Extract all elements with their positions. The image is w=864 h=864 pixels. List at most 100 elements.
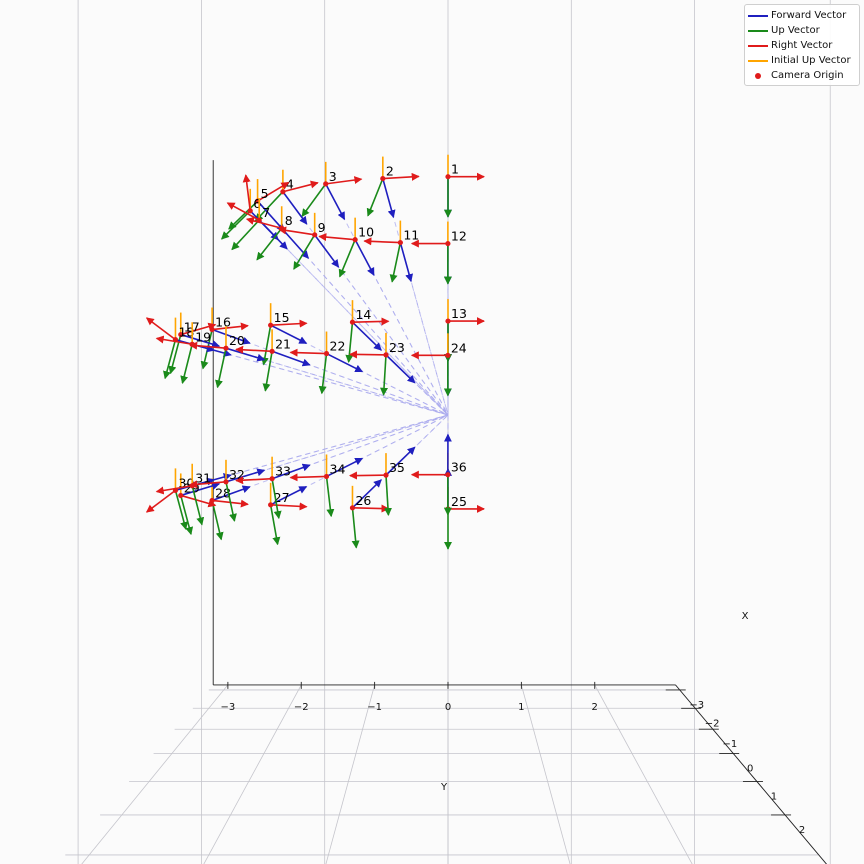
right-vector — [257, 181, 290, 202]
camera-origin — [397, 239, 403, 246]
up-vector — [225, 481, 237, 522]
forward-vector — [180, 333, 221, 348]
camera-origin — [445, 318, 451, 324]
x-axis-label: X — [742, 611, 749, 622]
camera-origin — [445, 352, 451, 358]
camera-origin — [445, 240, 451, 247]
camera-label: 5 — [261, 186, 269, 201]
up-vector — [174, 490, 188, 530]
camera-origin — [323, 181, 329, 187]
up-vector — [260, 325, 272, 366]
legend-item-camera-origin: Camera Origin — [745, 68, 859, 83]
camera-origin — [178, 331, 184, 338]
x-tick-label: 2 — [799, 825, 805, 836]
forward-vector — [271, 463, 311, 480]
right-vector — [289, 348, 327, 357]
up-vector — [221, 210, 251, 240]
camera-label: 8 — [285, 213, 293, 228]
camera-origin — [268, 502, 274, 508]
legend-item-forward: Forward Vector — [745, 8, 859, 23]
right-vector — [245, 217, 282, 230]
up-vector — [180, 344, 193, 385]
up-vector — [256, 227, 283, 261]
right-vector — [289, 473, 327, 482]
up-vector — [383, 475, 392, 517]
forward-vector — [225, 468, 266, 483]
camera-origin — [445, 174, 451, 180]
forward-vector — [211, 328, 251, 345]
camera-origin — [349, 319, 356, 325]
right-vector — [145, 317, 176, 341]
legend-label-up: Up Vector — [771, 25, 820, 36]
up-vector — [163, 339, 177, 380]
camera-origin — [269, 348, 275, 354]
right-vector — [352, 317, 390, 326]
y-axis-label: Y — [440, 782, 448, 793]
legend-label-initial-up: Initial Up Vector — [771, 55, 851, 66]
legend-item-right: Right Vector — [745, 38, 859, 53]
up-vector — [231, 219, 260, 251]
y-tick-label: −2 — [294, 702, 309, 713]
camera-label: 14 — [355, 307, 371, 322]
up-vector — [271, 478, 282, 520]
right-vector — [242, 174, 252, 211]
legend-label-right: Right Vector — [771, 40, 833, 51]
right-vector — [155, 335, 193, 346]
camera-label: 4 — [286, 177, 294, 192]
forward-vector — [325, 183, 346, 221]
camera-label: 22 — [330, 339, 346, 354]
forward-vector — [326, 352, 364, 373]
up-vector — [215, 348, 227, 389]
x-tick-label: −3 — [689, 700, 704, 711]
legend-label-forward: Forward Vector — [771, 10, 847, 21]
forward-vector — [326, 457, 364, 478]
right-vector — [145, 489, 176, 513]
floor-gridline — [325, 684, 376, 864]
up-vector — [191, 485, 205, 526]
camera-origin — [383, 472, 389, 478]
camera-label: 26 — [355, 493, 371, 508]
right-vector — [235, 476, 273, 485]
camera-origin — [352, 237, 358, 243]
legend-label-camera-origin: Camera Origin — [771, 70, 844, 81]
camera-label: 15 — [274, 310, 290, 325]
forward-vector — [225, 347, 266, 362]
camera-label: 20 — [229, 333, 245, 348]
y-tick-label: −3 — [221, 702, 236, 713]
right-vector — [180, 322, 217, 336]
forward-vector — [180, 482, 221, 497]
camera-origin — [349, 505, 356, 511]
right-vector — [352, 504, 390, 513]
camera-origin — [383, 352, 389, 358]
x-axis-line — [675, 684, 828, 864]
camera-label: 23 — [389, 340, 405, 355]
forward-vector — [351, 321, 382, 351]
y-tick-label: 0 — [445, 702, 451, 713]
camera-label: 16 — [215, 315, 231, 330]
camera-label: 13 — [451, 306, 467, 321]
forward-vector — [270, 324, 308, 344]
forward-vector — [271, 350, 311, 367]
camera-label: 6 — [253, 196, 261, 211]
floor-gridline — [594, 684, 693, 864]
right-vector — [155, 484, 193, 495]
up-vector — [389, 242, 402, 283]
view-ray — [258, 219, 449, 416]
right-vector — [318, 233, 356, 242]
camera-label: 35 — [389, 460, 405, 475]
legend-swatch-camera-origin — [755, 72, 761, 79]
camera-label: 10 — [358, 225, 374, 240]
camera-label: 34 — [330, 461, 346, 476]
up-vector — [228, 200, 259, 230]
up-vector — [269, 504, 281, 546]
y-tick-label: 1 — [518, 702, 524, 713]
forward-vector — [256, 200, 285, 232]
forward-vector — [399, 242, 414, 283]
camera-origin — [323, 350, 330, 357]
forward-vector — [282, 191, 308, 225]
up-vector — [262, 351, 273, 392]
forward-vector — [314, 234, 340, 268]
up-vector — [293, 234, 316, 270]
legend-item-up: Up Vector — [745, 23, 859, 38]
